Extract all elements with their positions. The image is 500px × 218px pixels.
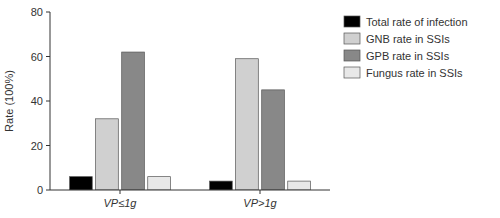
x-axis-line [50,190,330,191]
bar [148,177,171,190]
bar [96,119,119,190]
bar [236,59,259,190]
y-tick-label: 20 [31,140,43,152]
x-tick [120,190,121,194]
y-tick-label: 80 [31,6,43,18]
x-tick-label: VP>1g [243,197,277,209]
legend-swatch [344,50,360,61]
y-tick-label: 60 [31,51,43,63]
legend-label: Fungus rate in SSIs [366,67,463,79]
legend-swatch [344,33,360,44]
legend: Total rate of infection GNB rate in SSIs G… [344,16,468,79]
legend-swatch [344,67,360,78]
y-tick [46,101,50,102]
legend-label: GNB rate in SSIs [366,33,450,45]
y-tick-label: 40 [31,95,43,107]
bar [262,90,285,190]
bar [210,181,233,190]
legend-swatch [344,16,360,27]
bar [122,52,145,190]
x-tick-label: VP≤1g [104,197,138,209]
legend-label: Total rate of infection [366,16,468,28]
y-tick [46,190,50,191]
y-tick [46,56,50,57]
y-tick [46,12,50,13]
y-axis-label: Rate (100%) [3,70,15,132]
chart: 0 20 40 60 80 VP≤1g VP>1g Rate (100%) Total rate… [0,0,500,218]
bars [70,52,311,190]
legend-label: GPB rate in SSIs [366,50,450,62]
y-tick [46,145,50,146]
x-tick [260,190,261,194]
y-tick-label: 0 [37,184,43,196]
bar [288,181,311,190]
bar [70,177,93,190]
